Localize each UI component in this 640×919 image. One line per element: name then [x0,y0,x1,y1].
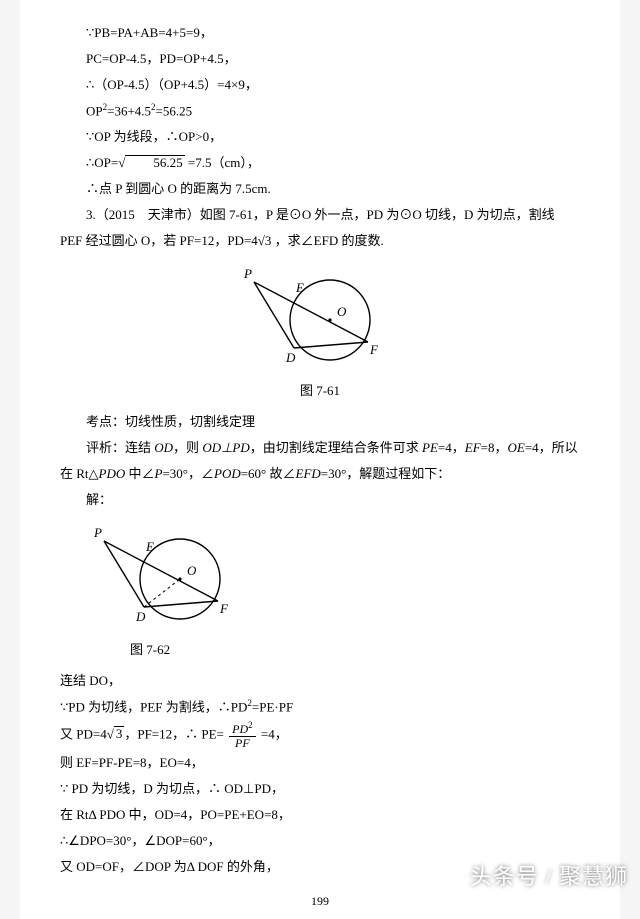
page-number: 199 [60,894,580,909]
watermark: 头条号 / 聚慧狮 [470,859,628,891]
figure-caption: 图 7-62 [130,639,580,658]
svg-text:P: P [243,266,252,281]
text-line: ∴OP=√56.25 =7.5（cm）， [60,150,580,176]
svg-text:E: E [145,539,154,554]
text-line: ∵PD 为切线，PEF 为割线，∴PD2=PE·PF [60,694,580,720]
text-line: 在 RtΔ PDO 中，OD=4，PO=PE+EO=8， [60,802,580,828]
analysis-line: 评析：连结 OD，则 OD⊥PD，由切割线定理结合条件可求 PE=4，EF=8，… [60,435,580,487]
svg-text:O: O [187,563,197,578]
svg-text:D: D [135,609,146,624]
text-line: ∴∠DPO=30°，∠DOP=60°， [60,828,580,854]
text-line: ∴（OP-4.5）（OP+4.5）=4×9， [60,72,580,98]
svg-text:D: D [285,350,296,365]
figure-7-61: P E O D F [60,260,580,374]
text-line: ∵OP 为线段，∴OP>0， [60,124,580,150]
svg-text:F: F [219,601,229,616]
text-line: PC=OP-4.5，PD=OP+4.5， [60,46,580,72]
svg-text:O: O [337,304,347,319]
text-line: 解： [60,487,580,513]
problem-statement: 3.（2015 天津市）如图 7-61，P 是⊙O 外一点，PD 为⊙O 切线，… [60,202,580,254]
figure-caption: 图 7-61 [60,380,580,399]
text-line: ∵ PD 为切线，D 为切点，∴ OD⊥PD， [60,776,580,802]
text-line: 则 EF=PF-PE=8，EO=4， [60,750,580,776]
svg-text:P: P [93,525,102,540]
document-page: ∵PB=PA+AB=4+5=9， PC=OP-4.5，PD=OP+4.5， ∴（… [20,0,620,919]
text-line: ∵PB=PA+AB=4+5=9， [60,20,580,46]
svg-text:F: F [369,342,379,357]
text-line: ∴点 P 到圆心 O 的距离为 7.5cm. [60,176,580,202]
text-line: 连结 DO， [60,668,580,694]
figure-7-62: P E O D F [90,519,580,633]
text-line: 又 PD=4√3，PF=12，∴ PE= PD2PF =4， [60,721,580,750]
text-line: 考点：切线性质，切割线定理 [60,409,580,435]
svg-text:E: E [295,280,304,295]
text-line: OP2=36+4.52=56.25 [60,98,580,124]
